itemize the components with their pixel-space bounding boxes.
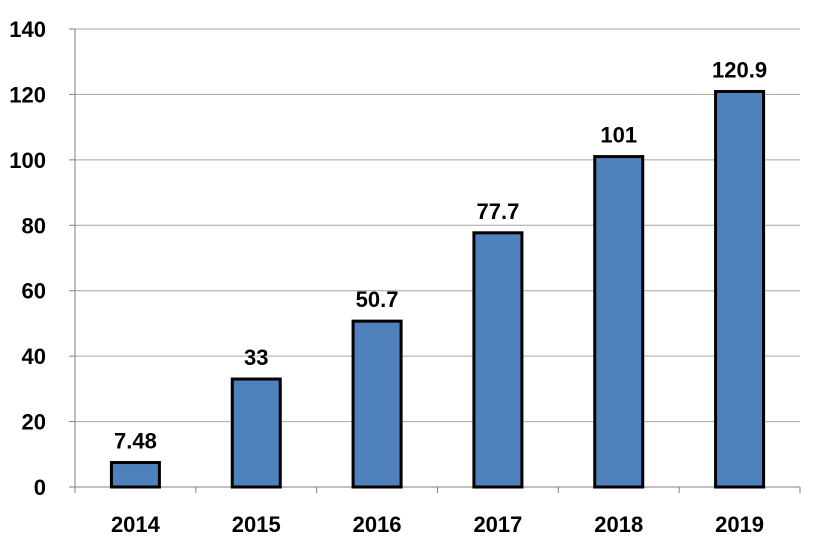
x-tick-label-2017: 2017 xyxy=(473,512,522,537)
y-tick-label: 60 xyxy=(22,279,46,304)
labels: 0 20 40 60 80 100 120 140 7.48 2014 33 2015 50.7 2016… xyxy=(9,17,767,537)
x-tick-label-2019: 2019 xyxy=(715,512,764,537)
gridlines xyxy=(75,28,800,423)
y-tick-label: 80 xyxy=(22,213,46,238)
axes xyxy=(69,28,801,493)
bar-2014 xyxy=(109,461,161,489)
data-label-2017: 77.7 xyxy=(477,199,520,224)
x-tick-label-2014: 2014 xyxy=(111,512,161,537)
bar-2015 xyxy=(230,377,282,489)
bar-2016 xyxy=(351,319,403,489)
x-tick-label-2016: 2016 xyxy=(353,512,402,537)
data-label-2018: 101 xyxy=(600,123,637,148)
y-tick-label: 20 xyxy=(22,410,46,435)
y-tick-label: 120 xyxy=(9,82,46,107)
bars xyxy=(109,89,766,489)
y-tick-label: 0 xyxy=(34,475,46,500)
bar-2018 xyxy=(593,155,645,489)
y-tick-label: 40 xyxy=(22,344,46,369)
bar-2017 xyxy=(472,231,524,489)
data-label-2014: 7.48 xyxy=(114,429,157,454)
x-tick-label-2018: 2018 xyxy=(594,512,643,537)
bar-2019 xyxy=(714,89,766,489)
data-label-2015: 33 xyxy=(244,345,268,370)
y-tick-label: 140 xyxy=(9,17,46,42)
data-label-2016: 50.7 xyxy=(356,287,399,312)
data-label-2019: 120.9 xyxy=(712,57,767,82)
x-tick-label-2015: 2015 xyxy=(232,512,281,537)
y-tick-label: 100 xyxy=(9,148,46,173)
